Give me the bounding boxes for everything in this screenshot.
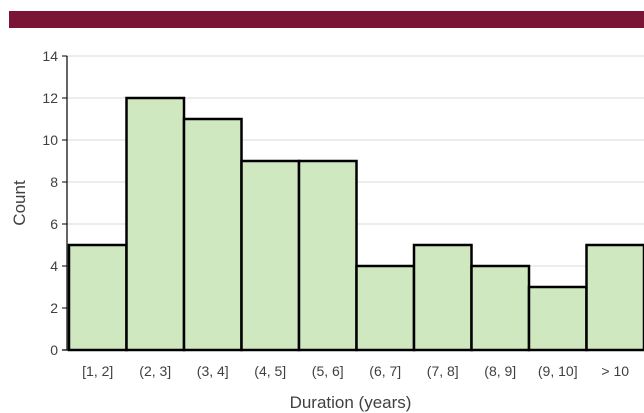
bar	[412, 243, 473, 352]
x-tick-label: (8, 9]	[484, 363, 516, 379]
x-tick-label: (7, 8]	[427, 363, 459, 379]
x-tick-label: (4, 5]	[254, 363, 286, 379]
x-tick-label: (5, 6]	[312, 363, 344, 379]
axes	[62, 56, 644, 351]
x-tick-label: [1, 2]	[82, 363, 113, 379]
bar	[125, 96, 186, 352]
bar	[182, 117, 243, 352]
x-tick-label: (6, 7]	[369, 363, 401, 379]
bar	[240, 159, 301, 352]
bar	[527, 285, 588, 352]
y-tick-label: 12	[42, 90, 58, 106]
x-tick-labels: [1, 2] (2, 3] (3, 4] (4, 5] (5, 6] (6, 7] (7, …	[82, 363, 629, 379]
bar	[297, 159, 358, 352]
y-tick-label: 0	[50, 342, 58, 358]
y-tick-label: 4	[50, 258, 58, 274]
y-axis-label: Count	[10, 180, 29, 226]
y-tick-label: 2	[50, 300, 58, 316]
y-tick-label: 8	[50, 174, 58, 190]
bar	[355, 264, 416, 352]
x-tick-label: > 10	[601, 363, 629, 379]
header-band	[9, 11, 644, 28]
y-tick-label: 6	[50, 216, 58, 232]
y-tick-label: 10	[42, 132, 58, 148]
bar	[67, 243, 128, 352]
x-tick-label: (2, 3]	[139, 363, 171, 379]
x-tick-label: (9, 10]	[538, 363, 578, 379]
bar	[470, 264, 531, 352]
x-tick-label: (3, 4]	[197, 363, 229, 379]
y-tick-labels: 0 2 4 6 8 10 12 14	[42, 48, 67, 358]
y-tick-label: 14	[42, 48, 58, 64]
bars	[67, 96, 644, 352]
x-axis-label: Duration (years)	[290, 393, 412, 412]
bar	[585, 243, 644, 352]
